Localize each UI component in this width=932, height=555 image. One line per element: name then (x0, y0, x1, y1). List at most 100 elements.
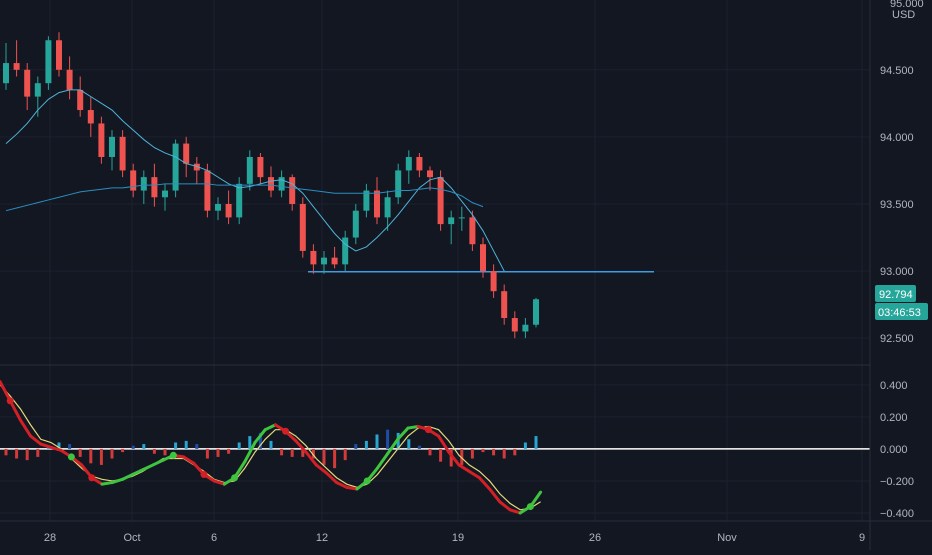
oscillator-line-segment (18, 418, 33, 438)
histogram-bar (269, 440, 273, 449)
histogram-bar (322, 448, 326, 465)
histogram-bar (110, 448, 114, 459)
candle-body (257, 157, 264, 178)
candle-body (310, 250, 317, 265)
candle-body (98, 123, 105, 158)
oscillator-line-segment (498, 500, 512, 512)
histogram-bar (481, 448, 485, 453)
candle-body (204, 170, 211, 211)
histogram-bar (513, 448, 517, 456)
histogram-bar (227, 448, 231, 454)
candle-body (405, 157, 412, 171)
histogram-bar (470, 448, 474, 459)
oscillator-line-segment (141, 463, 155, 472)
histogram-bar (290, 448, 294, 457)
bar-countdown: 03:46:53 (878, 307, 921, 319)
histogram-bar (354, 444, 358, 449)
candle-body (511, 318, 518, 332)
oscillator-line-segment (508, 508, 522, 515)
grid-lines (0, 0, 870, 521)
candle-body (395, 170, 402, 198)
histogram-bar (163, 448, 167, 456)
candle-body (193, 163, 200, 171)
histogram-bar (386, 429, 390, 449)
candle-body (140, 177, 147, 191)
indicator-tick-label: −0.400 (880, 508, 914, 520)
histogram-bar (216, 448, 220, 457)
candle-body (480, 244, 486, 272)
histogram-bar (417, 445, 421, 449)
histogram-bar (142, 444, 146, 449)
candle-body (109, 136, 115, 158)
price-pane[interactable] (3, 32, 654, 339)
price-tick-label: 94.000 (880, 132, 914, 144)
indicator-pane[interactable] (0, 380, 870, 515)
histogram-bar (523, 442, 527, 449)
oscillator-line-segment (243, 440, 257, 464)
oscillator-line-segment (294, 439, 308, 454)
time-tick-label: 28 (44, 532, 56, 544)
last-price-value: 92.794 (879, 289, 913, 301)
candle-body (56, 40, 62, 70)
crossover-marker (67, 453, 75, 461)
candle-body (469, 217, 476, 245)
candle-body (268, 177, 274, 191)
histogram-bar (152, 448, 156, 454)
histogram-bar (280, 448, 284, 456)
histogram-bar (99, 448, 103, 465)
oscillator-line-segment (447, 450, 461, 467)
histogram-bar (57, 442, 61, 449)
candle-body (321, 257, 327, 265)
histogram-bar (460, 448, 464, 465)
oscillator-line-segment (406, 424, 420, 430)
candle-body (151, 177, 158, 198)
oscillator-line-segment (335, 481, 349, 489)
candle-body (437, 177, 444, 225)
time-tick-label: 19 (452, 532, 464, 544)
candle-body (533, 299, 539, 325)
histogram-bar (205, 448, 209, 459)
histogram-bar (439, 448, 443, 462)
crossover-marker (6, 397, 14, 405)
histogram-bar (364, 440, 368, 449)
price-tick-label: 92.500 (880, 333, 914, 345)
oscillator-line-segment (182, 455, 196, 465)
histogram-bar (15, 448, 19, 459)
last-price-badge (875, 285, 916, 302)
currency-label: USD (892, 9, 915, 21)
histogram-bar (301, 448, 305, 457)
histogram-bar (89, 448, 93, 464)
oscillator-line-segment (477, 476, 492, 491)
oscillator-line-segment (304, 450, 318, 467)
candle-body (331, 257, 338, 265)
histogram-bar (428, 448, 432, 456)
candle-body (246, 157, 253, 184)
oscillator-line-segment (437, 434, 451, 454)
candle-body (162, 190, 168, 198)
oscillator-line-segment (253, 428, 267, 444)
candle-body (225, 203, 232, 218)
oscillator-line-segment (488, 487, 502, 504)
crossover-marker (169, 451, 177, 459)
crossover-marker (231, 474, 239, 482)
time-tick-label: 26 (589, 532, 601, 544)
oscillator-line-segment (212, 479, 226, 486)
candle-body (289, 177, 296, 204)
crossover-marker (526, 503, 534, 511)
histogram-bar (184, 440, 188, 449)
oscillator-line-segment (131, 468, 145, 477)
histogram-bar (25, 448, 29, 461)
oscillator-line-segment (39, 442, 53, 449)
candle-body (363, 190, 370, 211)
crossover-marker (200, 471, 208, 479)
candle-body (130, 170, 137, 191)
crossover-marker (88, 474, 96, 482)
oscillator-line-segment (110, 477, 124, 485)
indicator-tick-label: 0.000 (880, 444, 908, 456)
crossover-marker (424, 426, 432, 434)
oscillator-line-segment (49, 445, 63, 453)
oscillator-line-segment (386, 437, 400, 456)
indicator-tick-label: 0.200 (880, 412, 908, 424)
